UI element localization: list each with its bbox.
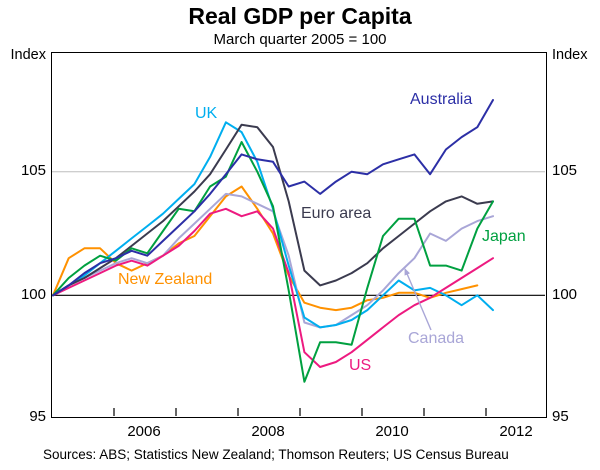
y-tick-left-95: 95 (29, 408, 46, 425)
y-tick-right-100: 100 (552, 286, 578, 303)
series-label-nz: New Zealand (118, 271, 213, 288)
series-line-australia (52, 99, 494, 297)
series-label-uk: UK (195, 105, 218, 122)
y-axis-unit-left: Index (10, 47, 46, 63)
chart-subtitle: March quarter 2005 = 100 (213, 31, 387, 48)
y-tick-left-105: 105 (20, 162, 46, 179)
series-label-canada: Canada (408, 330, 465, 347)
y-axis-unit-right: Index (552, 47, 588, 63)
series-label-australia: Australia (410, 91, 473, 108)
plot-frame (51, 52, 547, 418)
series-label-us: US (349, 357, 372, 374)
source-note: Sources: ABS; Statistics New Zealand; Th… (43, 447, 509, 462)
series-label-euro: Euro area (301, 205, 372, 222)
y-tick-left-100: 100 (20, 286, 46, 303)
page-title: Real GDP per Capita (188, 3, 412, 29)
x-tick-2012: 2012 (499, 423, 533, 440)
y-tick-right-105: 105 (552, 162, 578, 179)
series-label-japan: Japan (482, 228, 526, 245)
series-line-euro (52, 123, 494, 297)
canada-arrow (404, 268, 432, 331)
y-tick-right-95: 95 (552, 408, 569, 425)
series-line-nz (52, 185, 479, 312)
x-tick-2010: 2010 (375, 423, 409, 440)
x-tick-2006: 2006 (127, 423, 161, 440)
chart-svg (52, 99, 545, 416)
x-tick-2008: 2008 (251, 423, 285, 440)
